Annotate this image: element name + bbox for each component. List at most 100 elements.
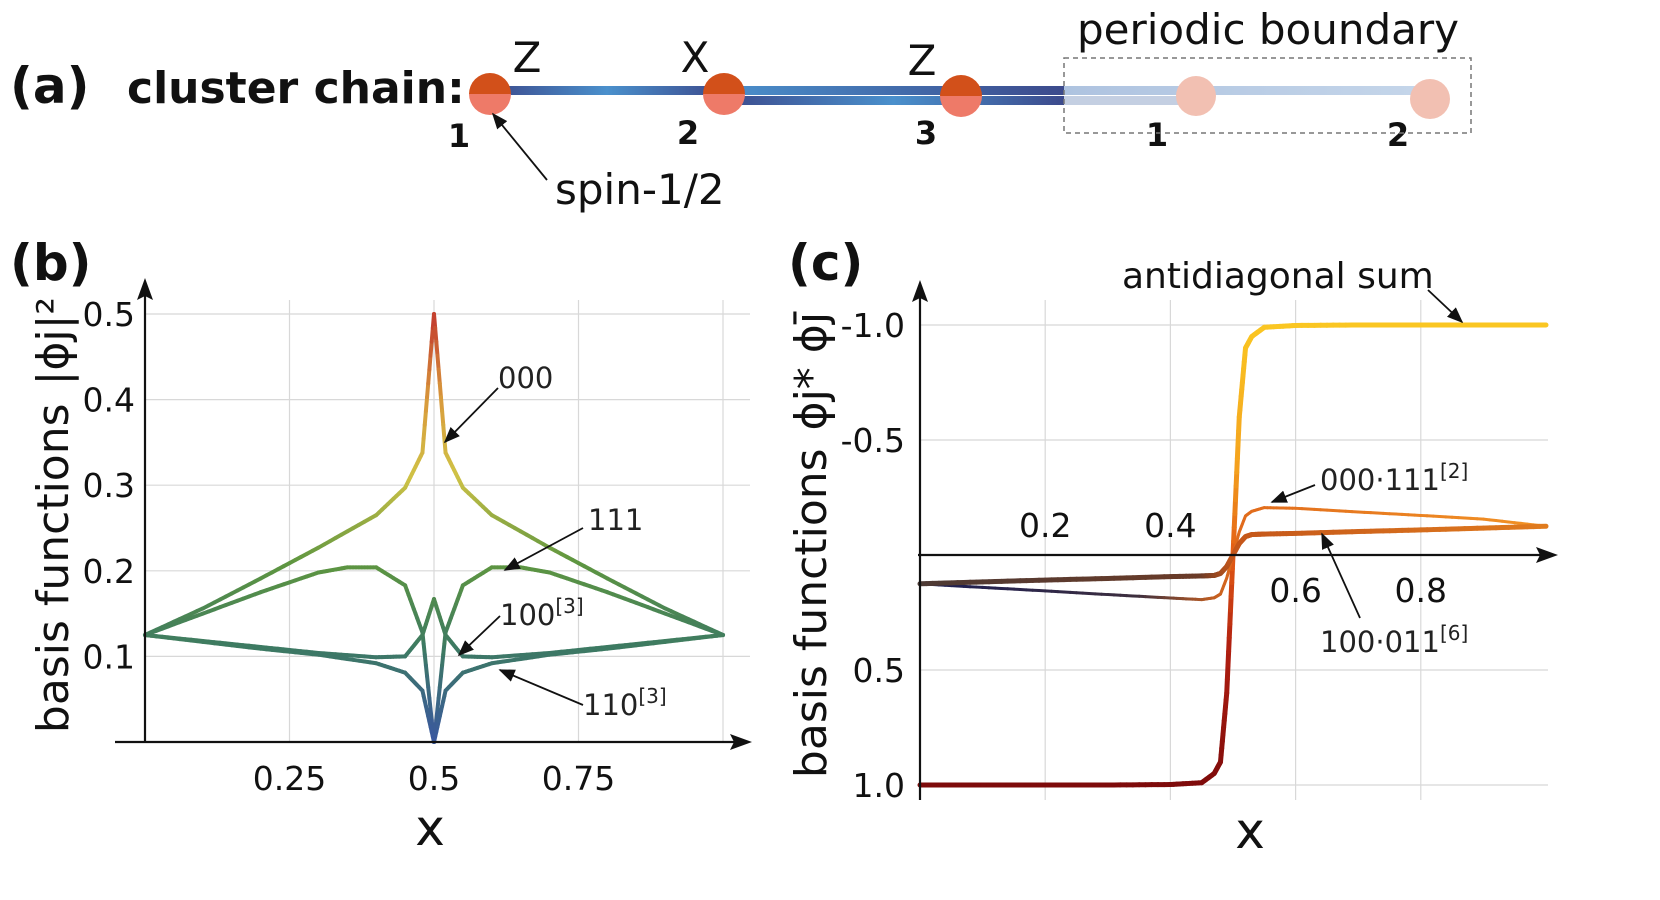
cluster-chain-title: cluster chain: [127,63,465,114]
panel-b-line-segment [428,339,434,358]
panel-b-label: (b) [10,234,92,292]
annot-111-leader [503,527,584,571]
panel-b-xtick-label: 0.5 [408,759,460,798]
panel-b-ylabel-text: basis functions [28,403,79,733]
panel-b-line-segment [434,339,440,358]
panel-b-line-segment [422,409,428,427]
panel-b-line-segment [429,325,435,344]
annot-antidiagonal: antidiagonal sum [1122,256,1434,297]
panel-c-xtick-label: 0.8 [1395,571,1447,610]
panel-b-line-segment [425,381,431,400]
bond-2-3-lower [722,96,1064,105]
panel-b-ytick-label: 0.1 [83,637,135,676]
site-number-3: 3 [915,114,937,152]
panel-c-axes [912,280,1558,800]
panel-b-grid [145,300,750,742]
panel-a-label: (a) [10,57,89,115]
panel-b-ylabel-math: |ϕj|² [28,297,79,386]
panel-c-y-arrow [912,280,928,302]
panel-b-x-arrow [730,734,752,750]
panel-b-line-segment [433,325,439,344]
site-number-2: 2 [677,114,699,152]
operator-z-1: Z [513,33,542,82]
panel-c-xlabel: x [1235,802,1265,860]
annot-000-111: 000·111[2] [1320,459,1468,497]
spin-leader-arrow [491,112,548,181]
annot-110-leader [498,669,584,706]
site-3 [940,75,982,117]
ghost-bond-upper [1064,86,1430,95]
panel-b-line-segment [435,353,441,372]
panel-c-xtick-label: 0.2 [1019,506,1071,545]
panel-b-line-segment [427,353,433,372]
site-2 [703,73,745,115]
panel-b-xtick-label: 0.75 [542,759,615,798]
panel-b-line-segment [423,395,430,414]
panel-c: (c) 0.2 0.4 0.6 0.8 1.0 0.5 -0.5 -1.0 basis fun… [786,234,1558,860]
panel-b-ylabel: basis functions |ϕj|² [28,297,79,733]
panel-b-line-segment [421,422,427,441]
annot-100-011-leader [1321,532,1361,619]
panel-b-line-segment [440,409,446,427]
panel-c-xtick-label: 0.4 [1144,506,1196,545]
ghost-site-number-1: 1 [1146,116,1168,154]
site-1 [469,73,511,115]
panel-b-ytick-label: 0.3 [83,466,135,505]
panel-c-y-title: basis functions ϕj* ϕj̄ [786,311,837,778]
panel-c-ytick-label: 0.5 [853,651,905,690]
ghost-site-number-2: 2 [1387,116,1409,154]
site-number-1: 1 [448,117,470,155]
periodic-boundary-box [1063,57,1472,134]
panel-b-series [143,312,725,744]
panel-b-line-segment [437,381,443,400]
annot-100: 100[3] [500,594,584,632]
spin-label: spin-1/2 [555,165,725,214]
operator-z-3: Z [908,36,937,85]
bond-2-z-upper [722,86,1064,95]
panel-b-line-segment [426,367,432,386]
panel-b-series-3 [143,633,725,744]
annot-antidiagonal-leader [1427,289,1464,324]
ghost-bond-lower [1064,96,1192,105]
panel-c-ytick-label: -0.5 [841,421,905,460]
annot-100-leader [457,615,501,657]
panel-b-y-arrow [137,278,153,300]
panel-c-ylabel: basis functions ϕj* ϕj̄ [786,311,837,778]
panel-b-ytick-label: 0.4 [83,381,135,420]
panel-b-ytick-label: 0.5 [83,295,135,334]
panel-c-series-0 [917,322,1549,788]
panel-b: (b) 0.25 0.5 0.75 0.1 0.2 0.3 0.4 0.5 basis fun… [10,234,752,857]
panel-b-ticks: 0.25 0.5 0.75 0.1 0.2 0.3 0.4 0.5 [83,295,616,798]
panel-c-ticks: 0.2 0.4 0.6 0.8 1.0 0.5 -0.5 -1.0 [841,306,1447,805]
panel-a: (a) cluster chain: Z X Z 1 2 3 1 [10,5,1472,214]
panel-b-line-segment [432,312,438,330]
panel-b-xtick-label: 0.25 [253,759,326,798]
panel-b-axes [115,278,752,750]
panel-c-xtick-label: 0.6 [1269,571,1321,610]
annot-000-leader [443,387,499,444]
panel-c-x-arrow [1536,547,1558,563]
annot-110: 110[3] [583,684,667,722]
panel-b-line-segment [438,395,445,414]
panel-c-label: (c) [788,234,863,292]
panel-b-ytick-label: 0.2 [83,552,135,591]
panel-c-ylabel-math: ϕj* ϕj̄ [786,311,837,430]
periodic-boundary-label: periodic boundary [1077,5,1459,54]
panel-b-line-segment [420,436,426,455]
panel-b-xlabel: x [415,799,445,857]
annot-111: 111 [588,503,643,537]
bond-1-2 [490,86,724,95]
panel-b-line-segment [441,422,447,441]
ghost-site-2 [1410,79,1450,119]
panel-b-line-segment [715,633,725,638]
panel-b-series-1 [143,565,725,744]
panel-c-ytick-label: 1.0 [853,766,905,805]
panel-b-y-title: basis functions |ϕj|² [28,297,79,733]
ghost-site-1 [1176,76,1216,116]
panel-c-ytick-label: -1.0 [841,306,905,345]
panel-b-line-segment [436,367,442,386]
annot-000: 000 [498,361,553,395]
operator-x: X [681,33,710,82]
annot-000-111-leader [1270,484,1316,503]
